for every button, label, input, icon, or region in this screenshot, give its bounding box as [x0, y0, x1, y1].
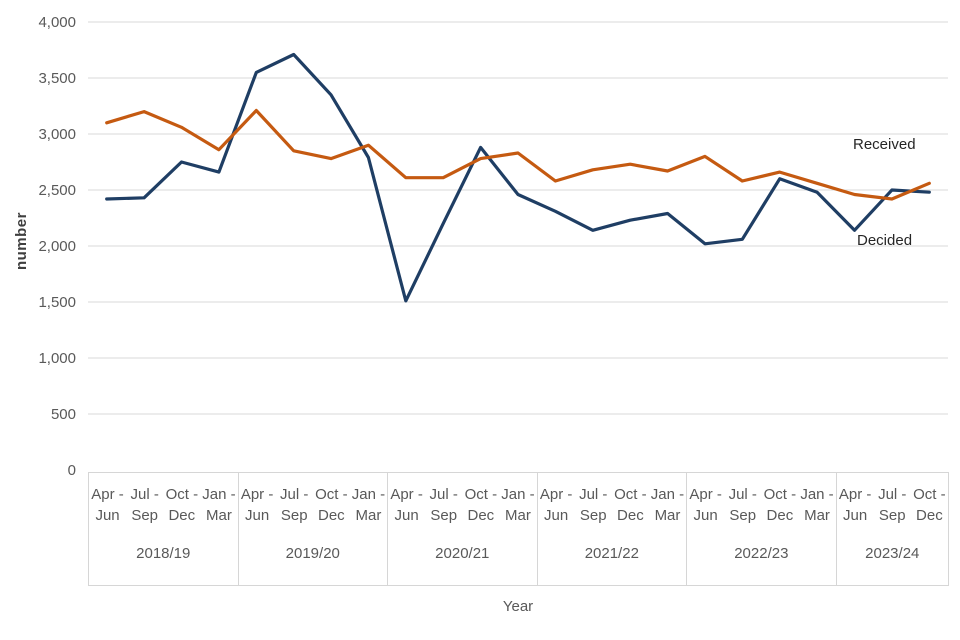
y-tick-label: 2,000	[38, 237, 76, 255]
quarter-label-end: Dec	[617, 507, 644, 524]
year-label: 2019/20	[285, 545, 340, 562]
series-line-received	[105, 108, 931, 201]
y-tick-label: 3,000	[38, 125, 76, 143]
quarter-label-end: Dec	[766, 507, 794, 524]
quarter-label-end: Jun	[544, 507, 569, 524]
series-line-decided	[105, 52, 931, 303]
x-axis-title: Year	[502, 598, 534, 615]
quarter-label-start: Jan -	[202, 486, 236, 503]
quarter-label-end: Mar	[505, 507, 531, 524]
quarter-label-end: Sep	[729, 507, 757, 524]
year-label: 2018/19	[136, 545, 191, 562]
x-axis-year-group: Apr - Jul - Oct - Jan - Jun Sep Dec Mar 2022/23	[687, 473, 837, 585]
quarter-label-end: Sep	[579, 507, 607, 524]
quarter-label-end: Jun	[693, 507, 718, 524]
y-tick-label: 2,500	[38, 181, 76, 199]
quarter-label-end: Sep	[280, 507, 308, 524]
quarter-label-start: Jul -	[579, 486, 608, 503]
quarter-label-start: Oct -	[315, 486, 348, 503]
quarter-label-end: Mar	[654, 507, 681, 524]
quarter-label-start: Jul -	[878, 486, 907, 503]
y-tick-label: 3,500	[38, 69, 76, 87]
quarter-label-start: Oct -	[165, 486, 199, 503]
quarter-label-start: Oct -	[614, 486, 647, 503]
quarter-label-end: Mar	[804, 507, 830, 524]
y-tick-label: 1,500	[38, 293, 76, 311]
x-axis-year-group: Apr - Jul - Oct - Jun Sep Dec 2023/24	[837, 473, 949, 585]
quarter-label-start: Oct -	[763, 486, 797, 503]
quarter-label-end: Dec	[467, 507, 495, 524]
x-axis-year-group: Apr - Jul - Oct - Jan - Jun Sep Dec Mar 2018/19	[89, 473, 239, 585]
x-axis-year-group: Apr - Jul - Oct - Jan - Jun Sep Dec Mar 2019/20	[239, 473, 389, 585]
series-label-received: Received	[853, 136, 916, 153]
y-tick-label: 1,000	[38, 349, 76, 367]
year-label: 2020/21	[435, 545, 490, 562]
quarter-label-start: Apr -	[240, 486, 274, 503]
quarter-label-start: Oct -	[913, 486, 946, 503]
quarter-label-end: Mar	[206, 507, 232, 524]
quarter-label-end: Dec	[916, 507, 943, 524]
quarter-label-end: Jun	[843, 507, 868, 524]
x-axis-year-group: Apr - Jul - Oct - Jan - Jun Sep Dec Mar 2020/21	[388, 473, 538, 585]
quarter-label-end: Mar	[355, 507, 382, 524]
quarter-label-start: Oct -	[464, 486, 498, 503]
quarter-label-start: Apr -	[838, 486, 872, 503]
quarter-label-start: Jan -	[501, 486, 535, 503]
quarter-label-end: Jun	[95, 507, 120, 524]
quarter-label-end: Dec	[317, 507, 345, 524]
year-label: 2021/22	[584, 545, 639, 562]
quarter-label-start: Jan -	[650, 486, 685, 503]
quarter-label-start: Apr -	[390, 486, 423, 503]
quarter-label-start: Jul -	[280, 486, 309, 503]
quarter-label-start: Jul -	[429, 486, 458, 503]
x-axis-year-group: Apr - Jul - Oct - Jan - Jun Sep Dec Mar 2021/22	[538, 473, 688, 585]
quarter-label-start: Apr -	[539, 486, 573, 503]
y-tick-label: 4,000	[38, 13, 76, 31]
quarter-label-end: Sep	[131, 507, 159, 524]
quarter-label-start: Jan -	[800, 486, 834, 503]
quarter-label-end: Jun	[244, 507, 270, 524]
quarter-label-end: Dec	[168, 507, 196, 524]
quarter-label-start: Jul -	[130, 486, 159, 503]
y-tick-label: 0	[67, 461, 76, 479]
quarter-label-start: Jul -	[728, 486, 757, 503]
quarter-label-end: Jun	[394, 507, 419, 524]
quarter-label-start: Jan -	[351, 486, 386, 503]
quarter-label-end: Sep	[430, 507, 458, 524]
y-tick-label: 500	[50, 405, 76, 423]
series-label-decided: Decided	[857, 232, 913, 249]
x-axis-label-area: Apr - Jul - Oct - Jan - Jun Sep Dec Mar 2018/19 A…	[88, 472, 949, 586]
quarter-label-end: Sep	[878, 507, 906, 524]
quarter-label-start: Apr -	[91, 486, 124, 503]
quarter-label-start: Apr -	[689, 486, 722, 503]
year-label: 2023/24	[865, 545, 920, 562]
year-label: 2022/23	[734, 545, 789, 562]
